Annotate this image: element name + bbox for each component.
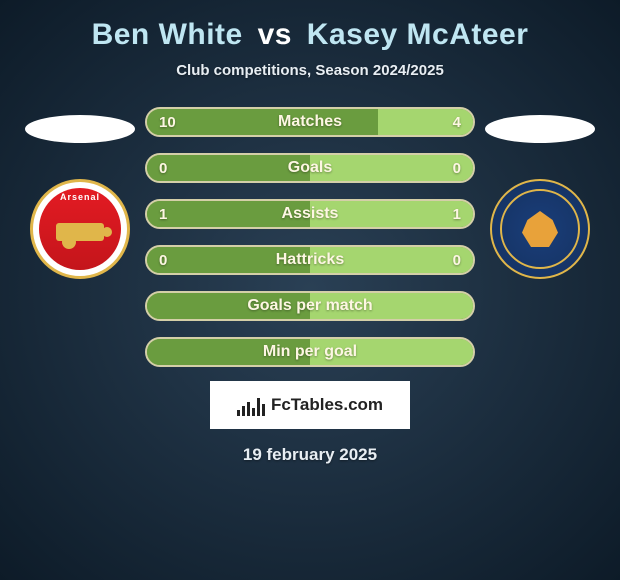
club-badge-leicester [490,179,590,279]
player2-name: Kasey McAteer [307,18,529,51]
cannon-icon [56,223,104,241]
stat-bar: 0 0 Goals [145,153,475,183]
stat-value-right: 1 [453,206,461,223]
player2-silhouette [485,115,595,143]
vs-text: vs [258,18,292,51]
brand-box: FcTables.com [210,381,410,429]
stat-bar: 10 4 Matches [145,107,475,137]
date-text: 19 february 2025 [243,445,377,465]
stat-value-right: 4 [453,114,461,131]
stat-value-left: 0 [159,252,167,269]
stat-value-left: 0 [159,160,167,177]
arsenal-crest: Arsenal [39,188,121,270]
brand-bar [257,398,260,416]
stat-bar: 1 1 Assists [145,199,475,229]
stat-label: Matches [278,113,342,131]
brand-bar [242,406,245,416]
brand-bar [247,402,250,416]
stat-fill-left [147,109,378,135]
arsenal-text: Arsenal [44,192,116,202]
right-column [480,107,600,279]
stat-value-left: 10 [159,114,176,131]
stats-column: 10 4 Matches 0 0 Goals 1 1 Assists 0 0 Hattricks Goa… [140,107,480,367]
comparison-card: Ben White vs Kasey McAteer Club competit… [0,0,620,465]
stat-bar: Goals per match [145,291,475,321]
fox-icon [522,211,558,247]
club-badge-arsenal: Arsenal [30,179,130,279]
stat-bar: Min per goal [145,337,475,367]
stat-value-right: 0 [453,252,461,269]
stat-fill-left [147,155,310,181]
brand-bar [262,404,265,416]
subtitle: Club competitions, Season 2024/2025 [176,62,444,79]
left-column: Arsenal [20,107,140,279]
stat-label: Goals [288,159,332,177]
brand-bar [237,410,240,416]
stat-label: Min per goal [263,343,357,361]
main-row: Arsenal 10 4 Matches 0 0 Goals 1 1 Assists 0 0 Hatt… [0,107,620,367]
stat-value-right: 0 [453,160,461,177]
player1-name: Ben White [92,18,243,51]
stat-bar: 0 0 Hattricks [145,245,475,275]
page-title: Ben White vs Kasey McAteer [92,18,529,52]
stat-label: Hattricks [276,251,344,269]
stat-fill-right [310,155,473,181]
brand-text: FcTables.com [271,395,383,415]
stat-value-left: 1 [159,206,167,223]
player1-silhouette [25,115,135,143]
leicester-crest [500,189,580,269]
brand-bar [252,408,255,416]
brand-bars-icon [237,394,265,416]
stat-label: Assists [282,205,339,223]
stat-label: Goals per match [247,297,372,315]
